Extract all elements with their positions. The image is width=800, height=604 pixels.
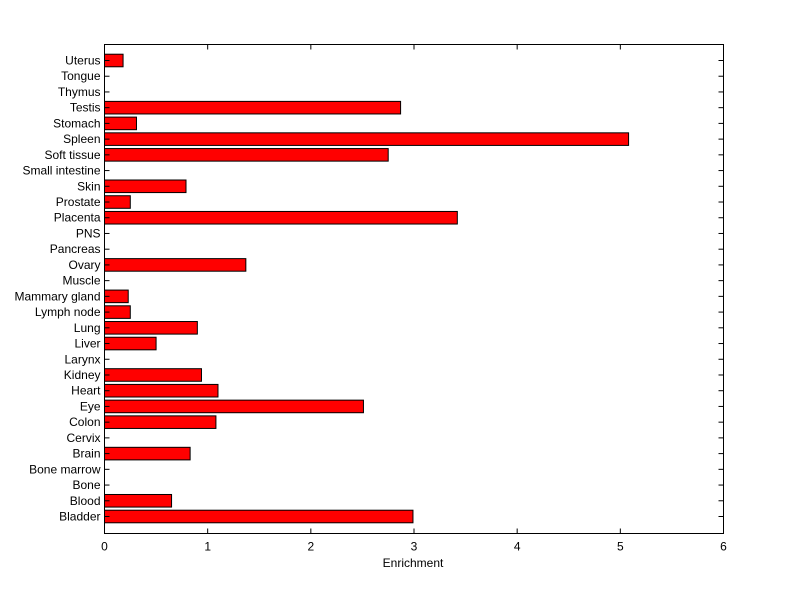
y-tick-label: Skin [77,179,100,193]
y-tick-label: Heart [71,384,101,398]
y-tick-label: Kidney [64,368,101,382]
y-tick-label: Brain [72,447,100,461]
y-tick-label: Liver [74,337,100,351]
bar-soft-tissue [104,148,389,162]
bar-heart [104,383,219,398]
x-tick-label: 1 [204,540,211,554]
y-tick-label: Stomach [53,116,100,130]
y-tick-label: Prostate [56,195,101,209]
bar-spleen [104,132,630,146]
bar-colon [104,415,217,429]
bar-bladder [104,509,414,524]
bar-lung [104,321,198,335]
bar-liver [104,336,157,351]
y-tick-label: Soft tissue [44,148,100,162]
y-tick-label: Mammary gland [14,289,100,303]
x-tick-label: 2 [307,540,314,554]
bar-skin [104,179,187,194]
x-tick-label: 3 [411,540,418,554]
y-tick-label: Uterus [65,54,100,68]
y-tick-label: Eye [80,399,101,413]
y-tick-label: Small intestine [22,164,100,178]
plot-frame [104,44,724,534]
bar-kidney [104,368,202,382]
y-tick-label: Bone [72,478,100,492]
y-tick-label: Blood [70,494,101,508]
bar-ovary [104,258,247,272]
y-tick-label: PNS [76,226,101,240]
x-tick-label: 0 [101,540,108,554]
y-tick-label: Colon [69,415,100,429]
y-tick-label: Lymph node [35,305,101,319]
bar-brain [104,446,191,461]
x-tick-label: 4 [514,540,521,554]
y-tick-label: Bladder [59,510,100,524]
bar-testis [104,100,402,115]
y-tick-label: Tongue [61,69,101,83]
y-tick-label: Larynx [64,352,100,366]
y-tick-label: Ovary [68,258,100,272]
y-tick-label: Spleen [63,132,100,146]
y-tick-label: Muscle [62,274,100,288]
x-tick-label: 5 [617,540,624,554]
x-axis-label: Enrichment [383,556,444,570]
y-tick-label: Pancreas [50,242,101,256]
y-tick-label: Bone marrow [29,462,101,476]
y-tick-label: Thymus [58,85,101,99]
y-tick-label: Lung [74,321,101,335]
bar-placenta [104,210,458,225]
x-tick-label: 6 [720,540,727,554]
y-tick-label: Placenta [54,211,101,225]
y-tick-label: Cervix [66,431,100,445]
y-tick-label: Testis [70,101,101,115]
bar-blood [104,493,173,508]
bar-eye [104,399,364,414]
